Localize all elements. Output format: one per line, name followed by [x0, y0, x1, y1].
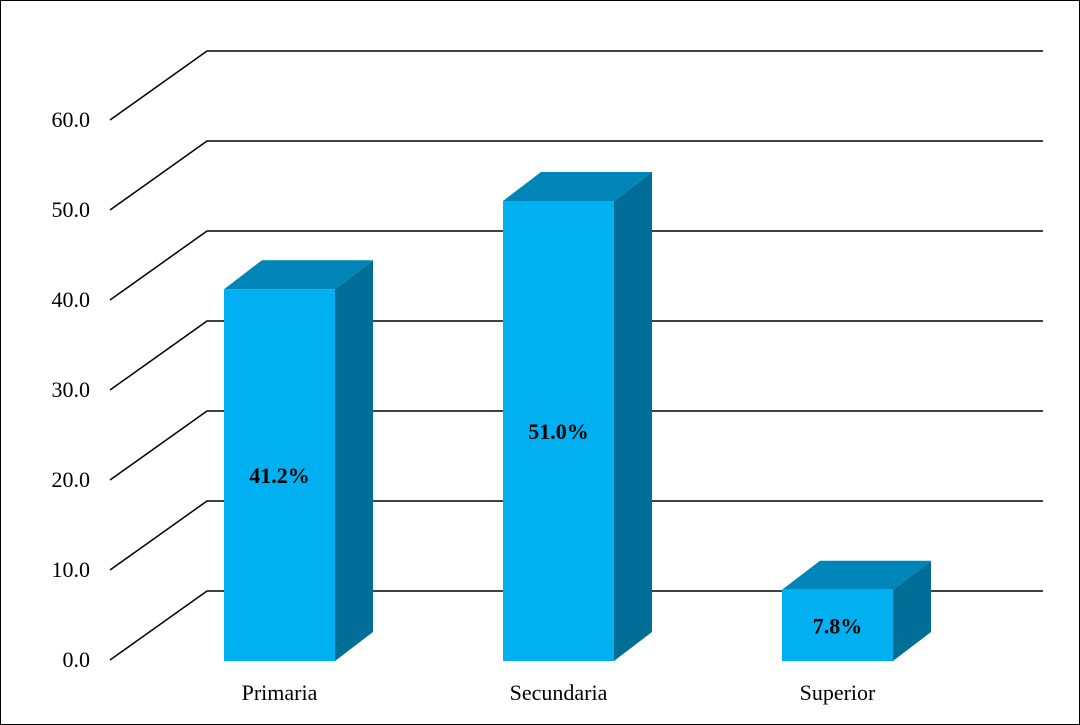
y-axis-ticks: 0.0 10.0 20.0 30.0 40.0 50.0 60.0 — [52, 107, 91, 672]
x-category-label: Secundaria — [510, 680, 608, 705]
bar-top — [782, 560, 931, 590]
data-label: 41.2% — [249, 463, 310, 488]
data-label: 51.0% — [528, 419, 589, 444]
y-tick-label: 50.0 — [52, 197, 91, 222]
y-tick-label: 0.0 — [63, 647, 91, 672]
gridline — [109, 320, 1043, 391]
bar-side — [893, 560, 931, 661]
bar-side — [335, 260, 373, 661]
bar-side — [614, 172, 652, 661]
x-category-label: Superior — [800, 680, 876, 705]
gridline — [109, 50, 1043, 121]
y-tick-label: 30.0 — [52, 377, 91, 402]
gridline — [109, 410, 1043, 481]
gridline — [109, 140, 1043, 211]
bar-top — [503, 172, 652, 201]
bar-front — [782, 589, 893, 661]
y-tick-label: 20.0 — [52, 467, 91, 492]
bars: 41.2% 51.0% 7.8% — [224, 172, 931, 661]
bar-superior: 7.8% — [782, 560, 931, 661]
x-axis-labels: Primaria Secundaria Superior — [242, 680, 876, 705]
bar-front — [503, 201, 614, 661]
x-category-label: Primaria — [242, 680, 318, 705]
y-tick-label: 10.0 — [52, 557, 91, 582]
bar-primaria: 41.2% — [224, 260, 373, 661]
y-tick-label: 60.0 — [52, 107, 91, 132]
gridlines — [109, 50, 1043, 661]
y-tick-label: 40.0 — [52, 287, 91, 312]
bar-front — [224, 289, 335, 661]
gridline — [109, 230, 1043, 301]
bar-secundaria: 51.0% — [503, 172, 652, 661]
gridline — [109, 590, 1043, 661]
gridline — [109, 500, 1043, 571]
data-label: 7.8% — [813, 613, 863, 638]
bar-top — [224, 260, 373, 290]
